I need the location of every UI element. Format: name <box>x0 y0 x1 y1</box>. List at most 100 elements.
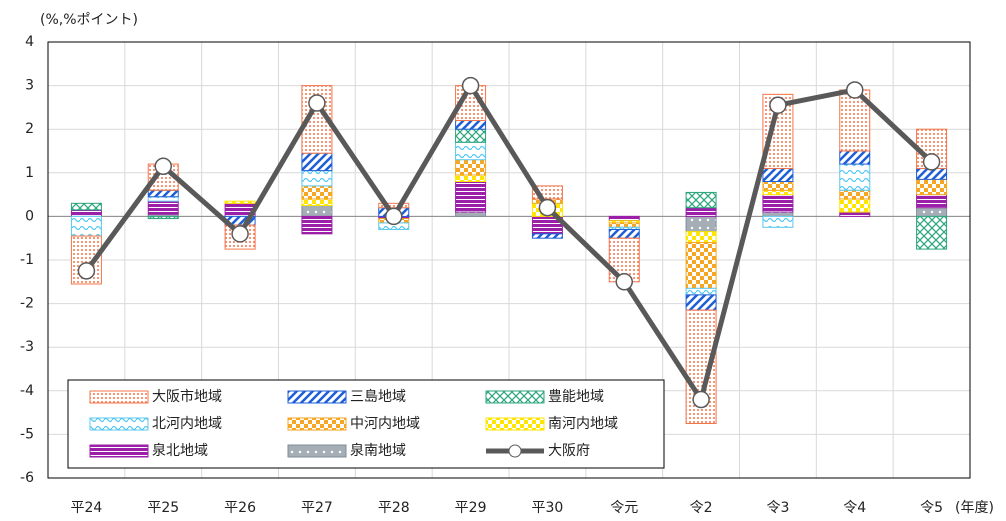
bar-segment <box>147 200 179 215</box>
legend-label: 大阪府 <box>548 443 590 459</box>
bar-segment <box>301 152 333 172</box>
bar-segment <box>685 242 717 289</box>
bar-segment <box>455 211 487 217</box>
y-unit-label: (%,%ポイント) <box>40 12 138 28</box>
legend-box <box>67 379 665 469</box>
bar-segment <box>455 181 487 213</box>
bar-segment <box>839 211 871 217</box>
legend-swatch <box>485 417 545 431</box>
y-tick-label: 2 <box>25 121 34 137</box>
line-marker <box>154 157 172 176</box>
y-tick-label: -3 <box>20 339 34 355</box>
bar-segment <box>455 159 487 176</box>
x-tick-label: 令元 <box>610 500 638 516</box>
legend-label: 大阪市地域 <box>152 388 222 405</box>
bar-segment <box>147 189 179 198</box>
bar-segment <box>685 207 717 217</box>
y-tick-label: 1 <box>25 165 34 181</box>
line-marker <box>538 198 557 217</box>
bar-segment <box>301 215 333 235</box>
bar-segment <box>608 215 640 222</box>
x-unit-label: (年度) <box>955 500 994 516</box>
line-marker <box>77 262 96 280</box>
bar-segment <box>224 200 256 204</box>
x-tick-label: 令4 <box>843 500 866 516</box>
line-marker <box>231 225 249 243</box>
bar-segment <box>685 231 717 244</box>
bar-segment <box>916 178 948 196</box>
legend-swatch <box>287 444 347 458</box>
line <box>84 83 934 403</box>
bar-segment <box>147 196 179 202</box>
x-tick-label: 令2 <box>690 500 713 516</box>
bar-segment <box>839 189 871 200</box>
bar-segment <box>839 163 871 191</box>
bar-segment <box>301 170 333 187</box>
bar-segment <box>455 128 487 143</box>
legend-label: 泉南地域 <box>350 442 406 459</box>
bar-segment <box>762 211 794 217</box>
bar-segment <box>762 189 794 196</box>
bar-segment <box>455 174 487 183</box>
bar-segment <box>531 233 563 239</box>
bar-segment <box>301 205 333 217</box>
line-marker <box>922 153 941 171</box>
y-tick-label: 0 <box>25 208 34 224</box>
bar-segment <box>70 215 102 237</box>
legend-swatch <box>89 444 149 458</box>
x-tick-label: 平30 <box>532 500 564 516</box>
legend-label: 南河内地域 <box>548 416 618 432</box>
bar-segment <box>301 198 333 207</box>
bar-segment <box>916 215 948 250</box>
y-tick-label: 3 <box>25 78 34 94</box>
legend-label: 北河内地域 <box>152 416 222 432</box>
y-tick-label: -4 <box>20 383 34 399</box>
y-tick-label: -1 <box>20 252 34 268</box>
y-tick-label: -5 <box>20 426 34 442</box>
bar-segment <box>455 141 487 161</box>
line-marker <box>692 390 710 409</box>
x-tick-label: 平29 <box>455 500 487 516</box>
x-tick-label: 令5 <box>920 500 943 516</box>
bar-segment <box>70 202 102 211</box>
bar-segment <box>839 198 871 213</box>
bar-segment <box>762 194 794 213</box>
legend-swatch <box>89 417 149 431</box>
line-marker <box>615 273 633 291</box>
legend-swatch <box>89 390 149 404</box>
legend-label: 豊能地域 <box>548 389 604 405</box>
bar-segment <box>685 191 717 209</box>
line-marker <box>461 76 480 95</box>
bar-segment <box>147 215 179 220</box>
bar-segment <box>455 119 487 130</box>
x-tick-label: 平28 <box>378 500 410 516</box>
legend-swatch <box>287 390 347 404</box>
bar-segment <box>685 287 717 296</box>
bar-segment <box>762 181 794 191</box>
plot-border <box>47 41 971 479</box>
y-tick-label: -2 <box>20 296 34 312</box>
legend-swatch <box>485 390 545 404</box>
legend-label: 三島地域 <box>350 389 406 405</box>
bar-segment <box>608 228 640 239</box>
bar-segment <box>70 209 102 217</box>
bar-segment <box>762 215 794 228</box>
bar-segment <box>762 167 794 183</box>
x-tick-label: 平26 <box>224 500 256 516</box>
x-tick-label: 平24 <box>71 500 103 516</box>
bar-segment <box>839 150 871 165</box>
line-marker <box>769 96 787 114</box>
legend-swatch-marker <box>508 444 522 458</box>
y-tick-label: 4 <box>25 34 34 50</box>
bar-segment <box>916 207 948 217</box>
x-tick-label: 平27 <box>301 500 333 516</box>
bar-segment <box>916 194 948 209</box>
legend-swatch <box>287 417 347 431</box>
line-marker <box>846 81 864 99</box>
bar-segment <box>608 222 640 228</box>
legend-label: 中河内地域 <box>350 416 420 432</box>
x-tick-label: 平25 <box>147 500 179 516</box>
bar-segment <box>301 185 333 200</box>
x-tick-label: 令3 <box>766 500 789 516</box>
